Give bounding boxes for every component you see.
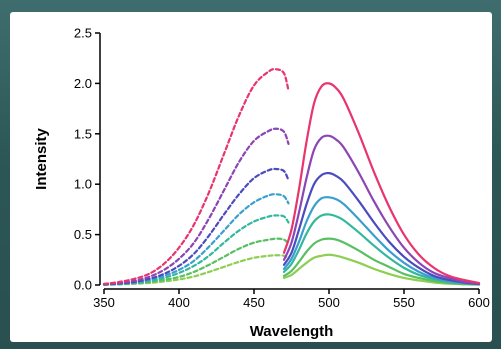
emission-series-line-5 <box>282 213 481 286</box>
x-ticks: 350 400 450 500 550 600 <box>93 289 490 310</box>
y-tick-label: 1.5 <box>74 126 92 141</box>
excitation-series-line-6 <box>102 237 290 286</box>
y-axis-title: Intensity <box>33 128 50 190</box>
x-axis-title: Wavelength <box>250 323 334 340</box>
x-tick-label: 400 <box>168 295 190 310</box>
emission-series-line-4 <box>282 196 481 286</box>
excitation-series-line-2 <box>102 127 290 286</box>
series-layer <box>102 67 481 286</box>
x-tick-label: 600 <box>468 295 490 310</box>
emission-series-line-1 <box>282 82 481 285</box>
x-tick-label: 500 <box>318 295 340 310</box>
emission-series-line-7 <box>282 253 481 286</box>
emission-series-line-2 <box>282 134 481 285</box>
x-tick-label: 350 <box>93 295 115 310</box>
emission-series-line-3 <box>282 171 481 286</box>
y-tick-label: 2.5 <box>74 26 92 41</box>
y-tick-label: 0.0 <box>74 278 92 293</box>
x-tick-label: 450 <box>243 295 265 310</box>
excitation-series-line-1 <box>102 67 290 286</box>
y-ticks: 0.0 0.5 1.0 1.5 2.0 2.5 <box>74 26 100 293</box>
axis-layer <box>99 33 479 290</box>
chart-panel <box>10 12 492 342</box>
emission-series-line-6 <box>282 237 481 286</box>
x-tick-label: 550 <box>393 295 415 310</box>
excitation-series-line-3 <box>102 167 290 286</box>
y-tick-label: 1.0 <box>74 177 92 192</box>
y-tick-label: 0.5 <box>74 227 92 242</box>
y-tick-label: 2.0 <box>74 76 92 91</box>
